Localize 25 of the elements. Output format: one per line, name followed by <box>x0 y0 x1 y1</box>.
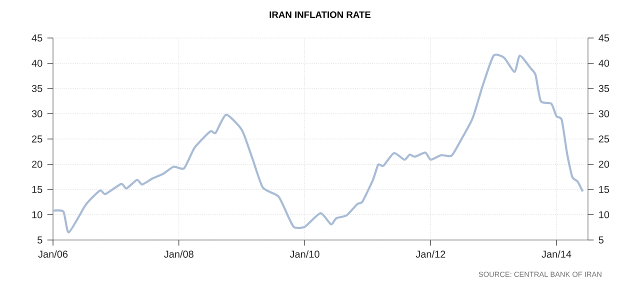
line-series <box>53 54 584 234</box>
y-tick-label: 5 <box>598 236 604 244</box>
y2-tick-label: 45 <box>32 34 42 42</box>
y-tick-label: 35 <box>598 84 610 92</box>
y2-tick-label: 35 <box>32 84 42 92</box>
y-tick-label: 25 <box>598 135 610 143</box>
y2-tick-label: 5 <box>37 236 42 244</box>
y-tick-label: 20 <box>598 160 610 168</box>
x-tick-label: Jan/10 <box>290 250 320 258</box>
x-tick-label: Jan/06 <box>38 250 68 258</box>
y2-tick-label: 25 <box>32 135 42 143</box>
x-tick-label: Jan/12 <box>416 250 446 258</box>
y2-tick-label: 40 <box>32 60 42 67</box>
y-tick-label: 15 <box>599 186 610 193</box>
y-tick-label: 10 <box>599 211 610 218</box>
y-tick-label: 45 <box>598 34 610 42</box>
chart-title: IRAN INFLATION RATE <box>270 11 371 18</box>
x-tick-label: Jan/14 <box>542 250 572 258</box>
x-tick-label: Jan/08 <box>164 250 194 258</box>
y2-tick-label: 20 <box>32 160 42 168</box>
y-tick-label: 40 <box>598 60 610 67</box>
y2-tick-label: 15 <box>32 186 42 193</box>
y2-tick-label: 10 <box>32 211 42 218</box>
y-tick-label: 30 <box>598 110 610 118</box>
y2-tick-label: 30 <box>32 110 42 118</box>
